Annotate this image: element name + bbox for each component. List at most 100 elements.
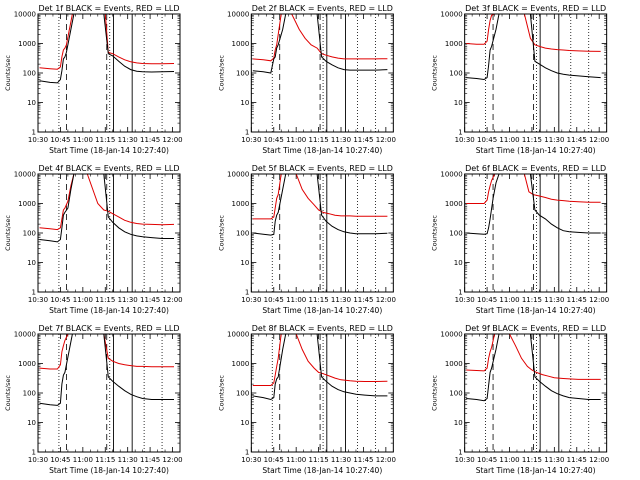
lld-series-line: [252, 174, 388, 220]
x-tick-label: 12:00: [589, 296, 609, 304]
x-tick-label: 11:15: [95, 296, 115, 304]
panel-8: Det 8f BLACK = Events, RED = LLD Counts/s…: [217, 324, 396, 475]
series-group: [252, 14, 388, 74]
panel-1: Det 1f BLACK = Events, RED = LLD Counts/s…: [4, 4, 183, 155]
x-tick-label: 11:45: [353, 296, 373, 304]
y-tick-label: 10000: [14, 11, 36, 19]
y-tick-label: 10000: [227, 11, 249, 19]
x-tick-label: 10:45: [50, 136, 70, 144]
x-tick-label: 11:45: [567, 136, 587, 144]
x-tick-label: 12:00: [162, 456, 182, 464]
y-tick-label: 1: [245, 129, 249, 137]
panel-title: Det 3f BLACK = Events, RED = LLD: [465, 4, 606, 13]
y-tick-label: 1: [458, 289, 462, 297]
panel-2: Det 2f BLACK = Events, RED = LLD Counts/s…: [217, 4, 396, 155]
panel-title: Det 7f BLACK = Events, RED = LLD: [38, 324, 179, 333]
x-axis-label: Start Time (18-Jan-14 10:27:40): [476, 146, 596, 155]
x-tick-label: 10:45: [477, 456, 497, 464]
y-axis-label: Counts/sec: [4, 215, 12, 251]
y-tick-label: 1: [32, 449, 36, 457]
y-axis-label: Counts/sec: [431, 55, 439, 91]
x-axis-label: Start Time (18-Jan-14 10:27:40): [476, 306, 596, 315]
x-tick-label: 11:00: [286, 296, 306, 304]
x-tick-label: 11:30: [544, 136, 564, 144]
y-tick-label: 1000: [18, 40, 36, 48]
x-tick-label: 10:30: [241, 136, 261, 144]
x-axis-label: Start Time (18-Jan-14 10:27:40): [262, 146, 382, 155]
y-tick-label: 100: [23, 230, 36, 238]
series-group: [466, 334, 601, 402]
x-tick-label: 11:00: [286, 456, 306, 464]
y-tick-label: 100: [449, 230, 462, 238]
x-tick-label: 11:30: [118, 136, 138, 144]
x-tick-label: 10:45: [50, 296, 70, 304]
x-tick-label: 12:00: [376, 456, 396, 464]
x-tick-label: 11:00: [73, 456, 93, 464]
series-group: [466, 174, 601, 235]
plot-frame: [250, 333, 394, 453]
events-series-line: [39, 334, 174, 406]
y-tick-label: 100: [23, 70, 36, 78]
events-series-line: [39, 174, 174, 243]
y-tick-label: 100: [449, 390, 462, 398]
y-tick-label: 1: [458, 449, 462, 457]
y-tick-label: 1000: [445, 200, 463, 208]
x-tick-label: 11:15: [308, 296, 328, 304]
x-tick-label: 11:00: [73, 136, 93, 144]
panel-title: Det 8f BLACK = Events, RED = LLD: [252, 324, 393, 333]
y-tick-label: 1000: [445, 40, 463, 48]
y-tick-label: 10: [240, 99, 249, 107]
lld-series-line: [466, 174, 601, 204]
panel-title: Det 4f BLACK = Events, RED = LLD: [38, 164, 179, 173]
plot-frame: [250, 173, 394, 293]
y-tick-label: 100: [23, 390, 36, 398]
x-tick-label: 11:30: [331, 456, 351, 464]
events-series-line: [252, 14, 388, 74]
series-group: [39, 174, 175, 243]
lld-series-line: [39, 334, 174, 370]
y-tick-label: 10000: [440, 331, 462, 339]
y-tick-label: 10000: [227, 171, 249, 179]
series-group: [252, 334, 388, 401]
y-tick-label: 1000: [445, 360, 463, 368]
y-tick-label: 1000: [18, 360, 36, 368]
plot-frame: [464, 173, 608, 293]
x-tick-label: 11:45: [353, 136, 373, 144]
x-tick-label: 11:15: [522, 296, 542, 304]
y-tick-label: 1000: [232, 360, 250, 368]
x-tick-label: 11:00: [499, 296, 519, 304]
y-axis-label: Counts/sec: [431, 215, 439, 251]
lld-series-line: [466, 334, 601, 380]
x-axis-label: Start Time (18-Jan-14 10:27:40): [49, 466, 169, 475]
y-tick-label: 10000: [14, 171, 36, 179]
x-axis-label: Start Time (18-Jan-14 10:27:40): [49, 306, 169, 315]
x-tick-label: 10:45: [50, 456, 70, 464]
y-tick-label: 10: [240, 259, 249, 267]
y-axis-label: Counts/sec: [217, 215, 225, 251]
y-tick-label: 10000: [227, 331, 249, 339]
x-tick-label: 12:00: [376, 296, 396, 304]
panel-title: Det 9f BLACK = Events, RED = LLD: [465, 324, 606, 333]
x-tick-label: 11:45: [567, 296, 587, 304]
y-axis-label: Counts/sec: [4, 375, 12, 411]
x-tick-label: 10:45: [264, 136, 284, 144]
x-axis-label: Start Time (18-Jan-14 10:27:40): [262, 306, 382, 315]
series-group: [466, 14, 601, 81]
panel-title: Det 2f BLACK = Events, RED = LLD: [252, 4, 393, 13]
y-axis-label: Counts/sec: [431, 375, 439, 411]
y-tick-label: 1000: [232, 40, 250, 48]
x-tick-label: 11:45: [140, 296, 160, 304]
panel-title: Det 5f BLACK = Events, RED = LLD: [252, 164, 393, 173]
lld-series-line: [252, 334, 388, 386]
plot-frame: [37, 333, 181, 453]
events-series-line: [252, 174, 388, 236]
x-tick-label: 12:00: [376, 136, 396, 144]
y-axis-label: Counts/sec: [217, 55, 225, 91]
series-group: [39, 334, 174, 406]
y-tick-label: 100: [236, 230, 249, 238]
panel-5: Det 5f BLACK = Events, RED = LLD Counts/s…: [217, 164, 396, 315]
x-tick-label: 11:00: [499, 136, 519, 144]
x-tick-label: 10:30: [28, 456, 48, 464]
x-tick-label: 10:30: [28, 296, 48, 304]
x-axis-label: Start Time (18-Jan-14 10:27:40): [476, 466, 596, 475]
